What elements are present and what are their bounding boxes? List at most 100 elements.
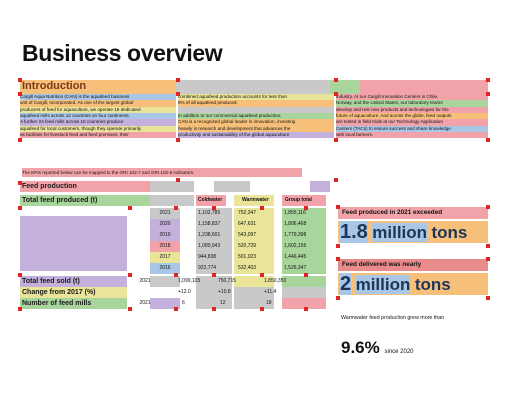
mills-total: 18 bbox=[266, 300, 272, 306]
feed-mills-label: Number of feed mills bbox=[22, 300, 92, 307]
annotation-marker bbox=[212, 307, 216, 311]
annotation-marker bbox=[18, 78, 22, 82]
annotation-marker bbox=[260, 273, 264, 277]
produced-year: 2019 bbox=[159, 232, 171, 238]
annotation-marker bbox=[334, 92, 338, 96]
delivered-number: 2 bbox=[340, 273, 352, 295]
intro-line: 5% of all aquafeed produced. bbox=[178, 100, 334, 107]
annotation-marker bbox=[304, 206, 308, 210]
annotation-marker bbox=[18, 307, 22, 311]
total-feed-produced-row bbox=[20, 195, 330, 206]
page-title: Business overview bbox=[22, 40, 223, 66]
annotation-marker bbox=[304, 307, 308, 311]
annotation-marker bbox=[260, 206, 264, 210]
annotation-marker bbox=[18, 92, 22, 96]
intro-line: Norway, and the United States, our labor… bbox=[336, 100, 488, 107]
produced-year: 2017 bbox=[159, 254, 171, 260]
produced-year: 2020 bbox=[159, 221, 171, 227]
delivered-callout-label: Feed delivered was nearly bbox=[338, 259, 488, 271]
produced-year: 2016 bbox=[159, 265, 171, 271]
intro-line: Centers (TACs) to ensure success and sha… bbox=[336, 125, 488, 133]
mills-year: 2021 bbox=[139, 300, 151, 306]
annotation-marker bbox=[334, 178, 338, 182]
annotation-marker bbox=[18, 273, 22, 277]
intro-column-2: combined aquafeed production accounts fo… bbox=[178, 94, 334, 139]
sold-year: 2021 bbox=[139, 278, 151, 284]
annotation-marker bbox=[486, 78, 490, 82]
sold-warmwater: 750,715 bbox=[218, 278, 237, 284]
intro-line: industry. At our Cargill Innovation Cent… bbox=[336, 94, 488, 101]
produced-row bbox=[20, 252, 330, 263]
intro-column-3: industry. At our Cargill Innovation Cent… bbox=[336, 94, 488, 139]
column-header-coldwater: Coldwater bbox=[198, 197, 223, 203]
produced-row bbox=[20, 219, 330, 230]
annotation-marker bbox=[18, 206, 22, 210]
annotation-marker bbox=[486, 244, 490, 248]
produced-warmwater: 543,097 bbox=[238, 232, 257, 238]
intro-line: In addition to our commercial aquafeed p… bbox=[178, 113, 334, 120]
produced-warmwater: 501,023 bbox=[238, 254, 257, 260]
annotation-marker bbox=[334, 138, 338, 142]
annotation-marker bbox=[336, 257, 340, 261]
total-feed-sold-label: Total feed sold (t) bbox=[22, 278, 80, 285]
change-total: +11.4 bbox=[264, 289, 277, 295]
intro-line: aquafeed mills across 12 countries on fo… bbox=[20, 113, 176, 120]
annotation-marker bbox=[336, 296, 340, 300]
annotation-marker bbox=[486, 205, 490, 209]
change-label: Change from 2017 (%) bbox=[22, 289, 96, 296]
produced-warmwater: 752,347 bbox=[238, 210, 257, 216]
kpi-note: The KPIs reported below can be mapped to… bbox=[22, 168, 302, 177]
intro-line bbox=[178, 106, 334, 114]
sold-total: 1,850,350 bbox=[264, 278, 287, 284]
annotation-marker bbox=[174, 206, 178, 210]
produced-total: 1,806,468 bbox=[284, 221, 307, 227]
produced-total: 1,779,398 bbox=[284, 232, 307, 238]
produced-total: 1,602,155 bbox=[284, 243, 307, 249]
produced-coldwater: 944,838 bbox=[198, 254, 217, 260]
delivered-callout-value: 2 million tons bbox=[340, 273, 451, 295]
produced-year: 2018 bbox=[159, 243, 171, 249]
feed-mills-row bbox=[20, 298, 330, 309]
produced-row bbox=[20, 241, 330, 252]
sold-coldwater: 1,099,105 bbox=[178, 278, 201, 284]
annotation-marker bbox=[486, 296, 490, 300]
produced-coldwater: 1,102,785 bbox=[198, 210, 221, 216]
change-coldwater: +12.0 bbox=[178, 289, 191, 295]
annotation-marker bbox=[128, 273, 132, 277]
produced-row bbox=[20, 230, 330, 241]
produced-row bbox=[20, 208, 330, 219]
annotation-marker bbox=[304, 273, 308, 277]
warmwater-growth-suffix: since 2020 bbox=[384, 349, 414, 355]
produced-callout-label: Feed produced in 2021 exceeded bbox=[338, 207, 488, 219]
intro-line: unit of Cargill, Incorporated. As one of… bbox=[20, 100, 176, 107]
annotation-marker bbox=[176, 178, 180, 182]
mills-warmwater: 12 bbox=[220, 300, 226, 306]
introduction-header-bar bbox=[20, 80, 488, 94]
intro-line: heavily in research and development that… bbox=[178, 125, 334, 133]
annotation-marker bbox=[260, 307, 264, 311]
produced-warmwater: 647,631 bbox=[238, 221, 257, 227]
produced-total: 1,526,347 bbox=[284, 265, 307, 271]
annotation-marker bbox=[486, 257, 490, 261]
intro-line: A further 24 feed mills across 16 countr… bbox=[20, 119, 176, 126]
produced-total: 1,855,116 bbox=[284, 210, 306, 216]
intro-line: Cargill Aqua Nutrition (CAN) is the aqua… bbox=[20, 94, 176, 101]
intro-line: productivity and sustainability of the g… bbox=[178, 132, 334, 139]
total-feed-sold-row bbox=[20, 276, 330, 287]
produced-year: 2021 bbox=[159, 210, 171, 216]
produced-coldwater: 923,774 bbox=[198, 265, 217, 271]
annotation-marker bbox=[174, 273, 178, 277]
intro-line: as facilities for livestock feed and fee… bbox=[20, 132, 176, 139]
annotation-marker bbox=[176, 138, 180, 142]
annotation-marker bbox=[486, 138, 490, 142]
warmwater-growth-label: Warmwater feed production grew more than bbox=[341, 315, 445, 321]
annotation-marker bbox=[336, 205, 340, 209]
delivered-unit: tons bbox=[414, 275, 451, 294]
change-row bbox=[20, 287, 330, 298]
produced-total: 1,446,445 bbox=[284, 254, 307, 260]
annotation-marker bbox=[176, 92, 180, 96]
annotation-marker bbox=[212, 206, 216, 210]
mills-coldwater: 6 bbox=[182, 300, 185, 306]
intro-line: CAN is a recognized global leader in inn… bbox=[178, 119, 334, 126]
produced-number: 1.8 bbox=[340, 221, 368, 243]
